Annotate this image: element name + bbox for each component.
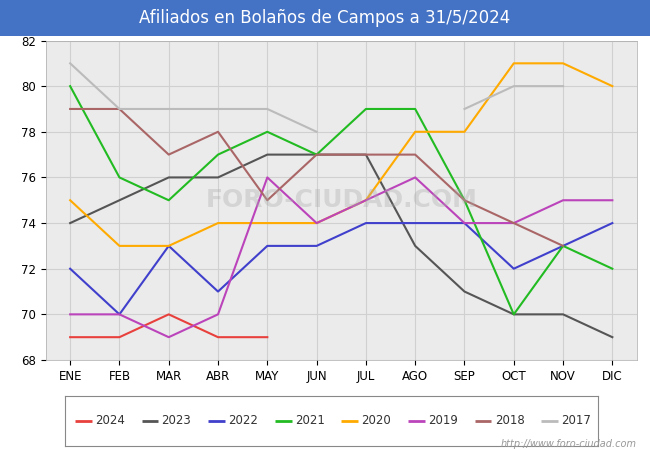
Text: 2018: 2018 — [495, 414, 525, 427]
Text: 2023: 2023 — [162, 414, 191, 427]
Text: 2021: 2021 — [295, 414, 325, 427]
Text: 2017: 2017 — [562, 414, 592, 427]
Text: http://www.foro-ciudad.com: http://www.foro-ciudad.com — [501, 439, 637, 449]
Text: 2019: 2019 — [428, 414, 458, 427]
Text: FORO-CIUDAD.COM: FORO-CIUDAD.COM — [205, 188, 477, 212]
Text: 2022: 2022 — [228, 414, 258, 427]
Text: Afiliados en Bolaños de Campos a 31/5/2024: Afiliados en Bolaños de Campos a 31/5/20… — [139, 9, 511, 27]
Text: 2020: 2020 — [361, 414, 391, 427]
Text: 2024: 2024 — [95, 414, 125, 427]
